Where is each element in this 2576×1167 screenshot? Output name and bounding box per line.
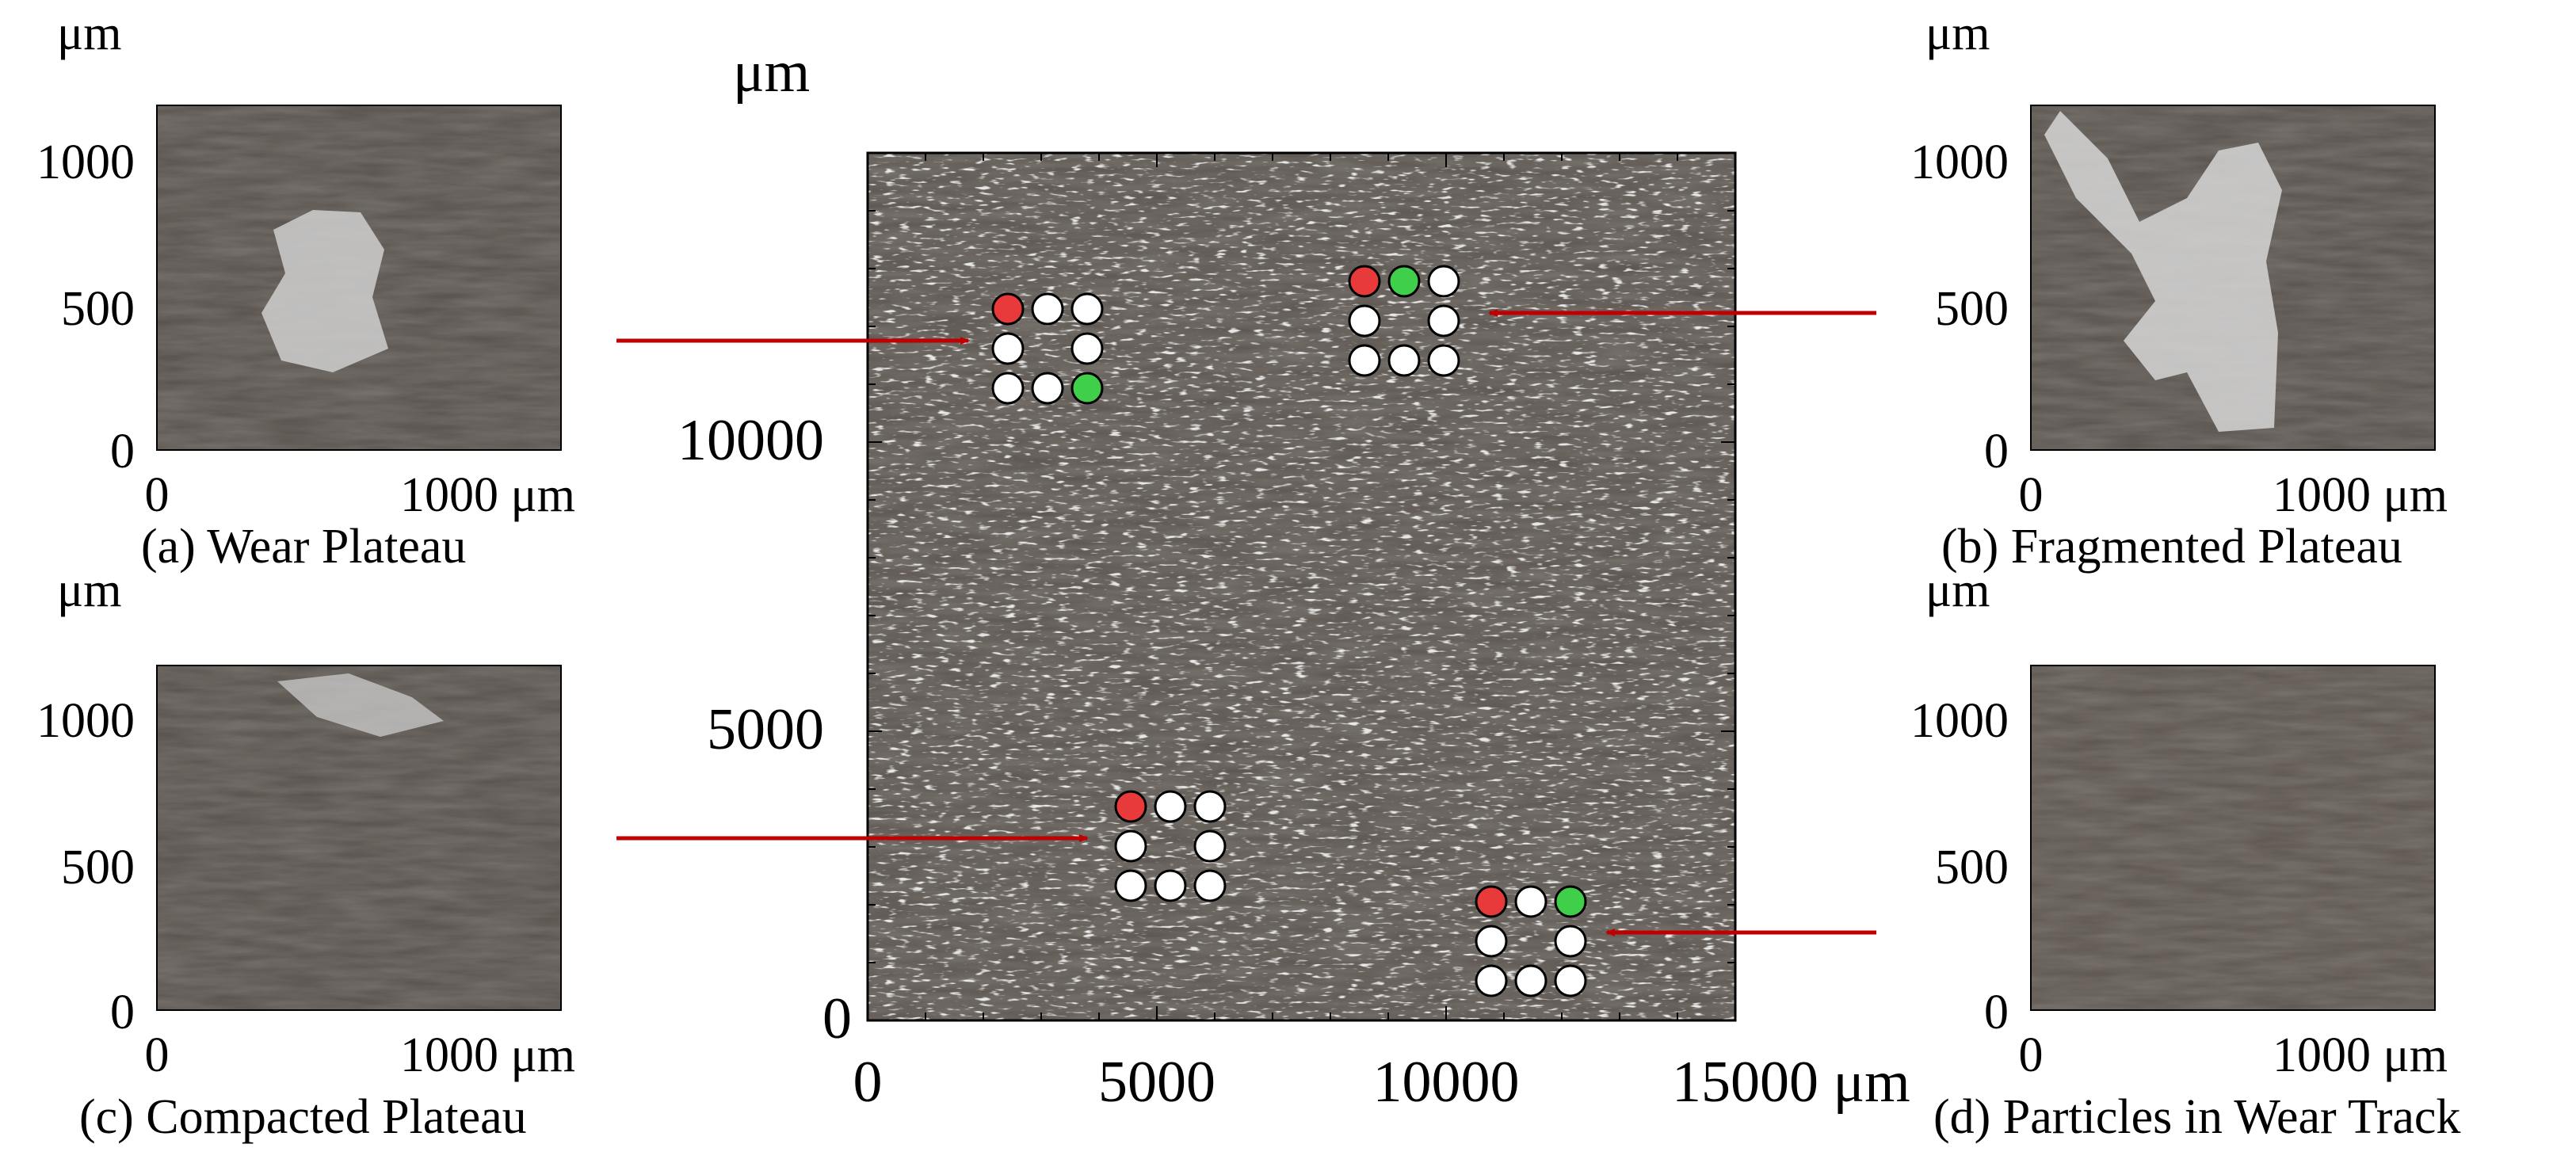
marker-green	[1387, 265, 1421, 298]
main-tick-marks	[867, 152, 1736, 1021]
inset-panels: μm 1000 500 0 0 1000 μm (a) Wear Plateau…	[36, 6, 2460, 1144]
inset-a-x-tick-1000: 1000 μm	[400, 468, 575, 522]
inset-a: μm 1000 500 0 0 1000 μm (a) Wear Plateau	[36, 6, 575, 574]
inset-c-plateau	[277, 673, 444, 737]
inset-d-x-tick-0: 0	[2019, 1028, 2044, 1082]
marker-white	[1387, 344, 1421, 377]
inset-c-y-tick-1000: 1000	[36, 694, 135, 748]
inset-d-y-tick-0: 0	[1984, 986, 2009, 1039]
marker-red	[1475, 885, 1508, 918]
inset-a-caption: (a) Wear Plateau	[141, 520, 466, 574]
inset-a-y-tick-0: 0	[110, 425, 135, 479]
marker-white	[1193, 790, 1227, 823]
inset-a-frame	[156, 105, 562, 451]
marker-group-b	[1348, 265, 1460, 377]
marker-white	[1193, 869, 1227, 902]
marker-red	[991, 292, 1025, 326]
main-y-tick-0: 0	[822, 986, 852, 1051]
marker-green	[1070, 372, 1104, 405]
inset-a-y-tick-1000: 1000	[36, 135, 135, 189]
inset-b-y-tick-1000: 1000	[1910, 135, 2009, 189]
inset-c-x-tick-1000: 1000 μm	[400, 1028, 575, 1082]
marker-groups	[991, 265, 1587, 997]
inset-d-x-tick-1000: 1000 μm	[2273, 1028, 2448, 1082]
inset-c-frame	[156, 665, 562, 1011]
inset-d-caption: (d) Particles in Wear Track	[1933, 1090, 2460, 1144]
inset-d-texture	[2031, 665, 2435, 1010]
marker-white	[1193, 829, 1227, 863]
inset-d-unit: μm	[1925, 563, 1990, 617]
inset-a-y-tick-500: 500	[61, 282, 135, 336]
marker-white	[991, 372, 1025, 405]
marker-white	[991, 332, 1025, 365]
main-unit-label: μm	[733, 40, 810, 105]
marker-group-a	[991, 292, 1104, 405]
main-x-tick-5000: 5000	[1098, 1050, 1215, 1115]
inset-c-unit: μm	[57, 563, 121, 617]
marker-red	[1348, 265, 1381, 298]
inset-c-y-tick-0: 0	[110, 986, 135, 1039]
main-y-tick-5000: 5000	[707, 697, 824, 762]
inset-a-plateau	[261, 210, 388, 372]
marker-white	[1031, 292, 1064, 326]
marker-white	[1114, 869, 1147, 902]
marker-white	[1427, 304, 1460, 338]
inset-a-x-tick-0: 0	[145, 468, 170, 522]
inset-d-y-tick-1000: 1000	[1910, 694, 2009, 748]
inset-d: μm 1000 500 0 0 1000 μm (d) Particles in…	[1910, 563, 2460, 1144]
inset-c-x-tick-0: 0	[145, 1028, 170, 1082]
marker-white	[1031, 372, 1064, 405]
marker-white	[1348, 304, 1381, 338]
marker-red	[1114, 790, 1147, 823]
marker-group-c	[1114, 790, 1227, 902]
main-surface-particles	[868, 153, 1735, 1020]
inset-d-y-tick-500: 500	[1935, 841, 2009, 894]
inset-c-y-tick-500: 500	[61, 841, 135, 894]
main-x-tick-0: 0	[853, 1050, 883, 1115]
marker-white	[1514, 885, 1548, 918]
marker-green	[1554, 885, 1587, 918]
inset-c-caption: (c) Compacted Plateau	[79, 1090, 527, 1144]
inset-b-y-tick-0: 0	[1984, 425, 2009, 479]
inset-b-x-tick-1000: 1000 μm	[2273, 468, 2448, 522]
inset-b-x-tick-0: 0	[2019, 468, 2044, 522]
inset-b-unit: μm	[1925, 6, 1990, 60]
inset-d-frame	[2030, 665, 2436, 1011]
marker-white	[1154, 790, 1187, 823]
inset-c: μm 1000 500 0 0 1000 μm (c) Compacted Pl…	[36, 563, 575, 1144]
inset-b-y-tick-500: 500	[1935, 282, 2009, 336]
marker-white	[1514, 964, 1548, 997]
marker-white	[1554, 925, 1587, 958]
inset-b-caption: (b) Fragmented Plateau	[1941, 520, 2402, 574]
main-y-tick-10000: 10000	[677, 408, 824, 473]
marker-white	[1070, 292, 1104, 326]
marker-white	[1475, 964, 1508, 997]
main-plot-frame	[866, 151, 1737, 1022]
main-panel: μm 0 5000 10000 0 5000 10000 15000 μm	[677, 40, 1910, 1115]
marker-white	[1427, 265, 1460, 298]
main-x-tick-10000: 10000	[1373, 1050, 1520, 1115]
marker-group-d	[1475, 885, 1587, 997]
marker-white	[1475, 925, 1508, 958]
inset-b: μm 1000 500 0 0 1000 μm (b) Fragmented P…	[1910, 6, 2448, 574]
marker-white	[1114, 829, 1147, 863]
arrows	[616, 309, 1876, 936]
inset-a-unit: μm	[57, 6, 121, 60]
marker-white	[1427, 344, 1460, 377]
marker-white	[1154, 869, 1187, 902]
inset-b-plateau	[2044, 111, 2282, 432]
inset-b-frame	[2030, 105, 2436, 451]
marker-white	[1554, 964, 1587, 997]
main-x-tick-15000: 15000 μm	[1672, 1050, 1910, 1115]
marker-white	[1070, 332, 1104, 365]
marker-white	[1348, 344, 1381, 377]
